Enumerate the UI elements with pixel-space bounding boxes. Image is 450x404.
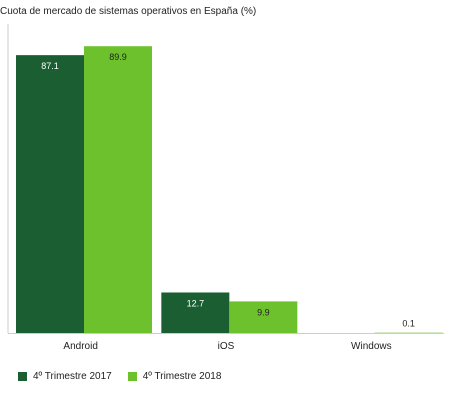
x-tick-label-android: Android bbox=[63, 341, 97, 352]
x-tick-labels: Android iOS Windows bbox=[63, 341, 391, 352]
legend-item-2017: 4º Trimestre 2017 bbox=[18, 371, 112, 382]
bar-android-series-1 bbox=[16, 55, 84, 333]
bar-ios-series-1 bbox=[161, 292, 230, 333]
bar-value-label: 89.9 bbox=[109, 52, 127, 62]
x-tick-label-ios: iOS bbox=[218, 341, 235, 352]
legend: 4º Trimestre 2017 4º Trimestre 2018 bbox=[18, 371, 237, 382]
x-tick-label-windows: Windows bbox=[351, 341, 392, 352]
bar-value-label: 9.9 bbox=[257, 307, 270, 317]
legend-item-2018: 4º Trimestre 2018 bbox=[127, 371, 222, 382]
bar-ios-series-2 bbox=[229, 301, 298, 333]
chart-title: Cuota de mercado de sistemas operativos … bbox=[0, 6, 257, 17]
bar-android-series-2 bbox=[84, 46, 152, 334]
bar-value-label: 0.1 bbox=[402, 319, 415, 329]
bar-value-label: 87.1 bbox=[41, 61, 59, 71]
legend-label-2017: 4º Trimestre 2017 bbox=[33, 371, 112, 382]
legend-label-2018: 4º Trimestre 2018 bbox=[142, 371, 222, 382]
bar-value-labels: 87.1 12.7 89.9 9.9 0.1 bbox=[41, 52, 415, 328]
legend-swatch-2018 bbox=[127, 372, 137, 381]
bars-group bbox=[16, 46, 443, 334]
legend-swatch-2017 bbox=[18, 372, 27, 381]
bar-value-label: 12.7 bbox=[187, 298, 205, 308]
